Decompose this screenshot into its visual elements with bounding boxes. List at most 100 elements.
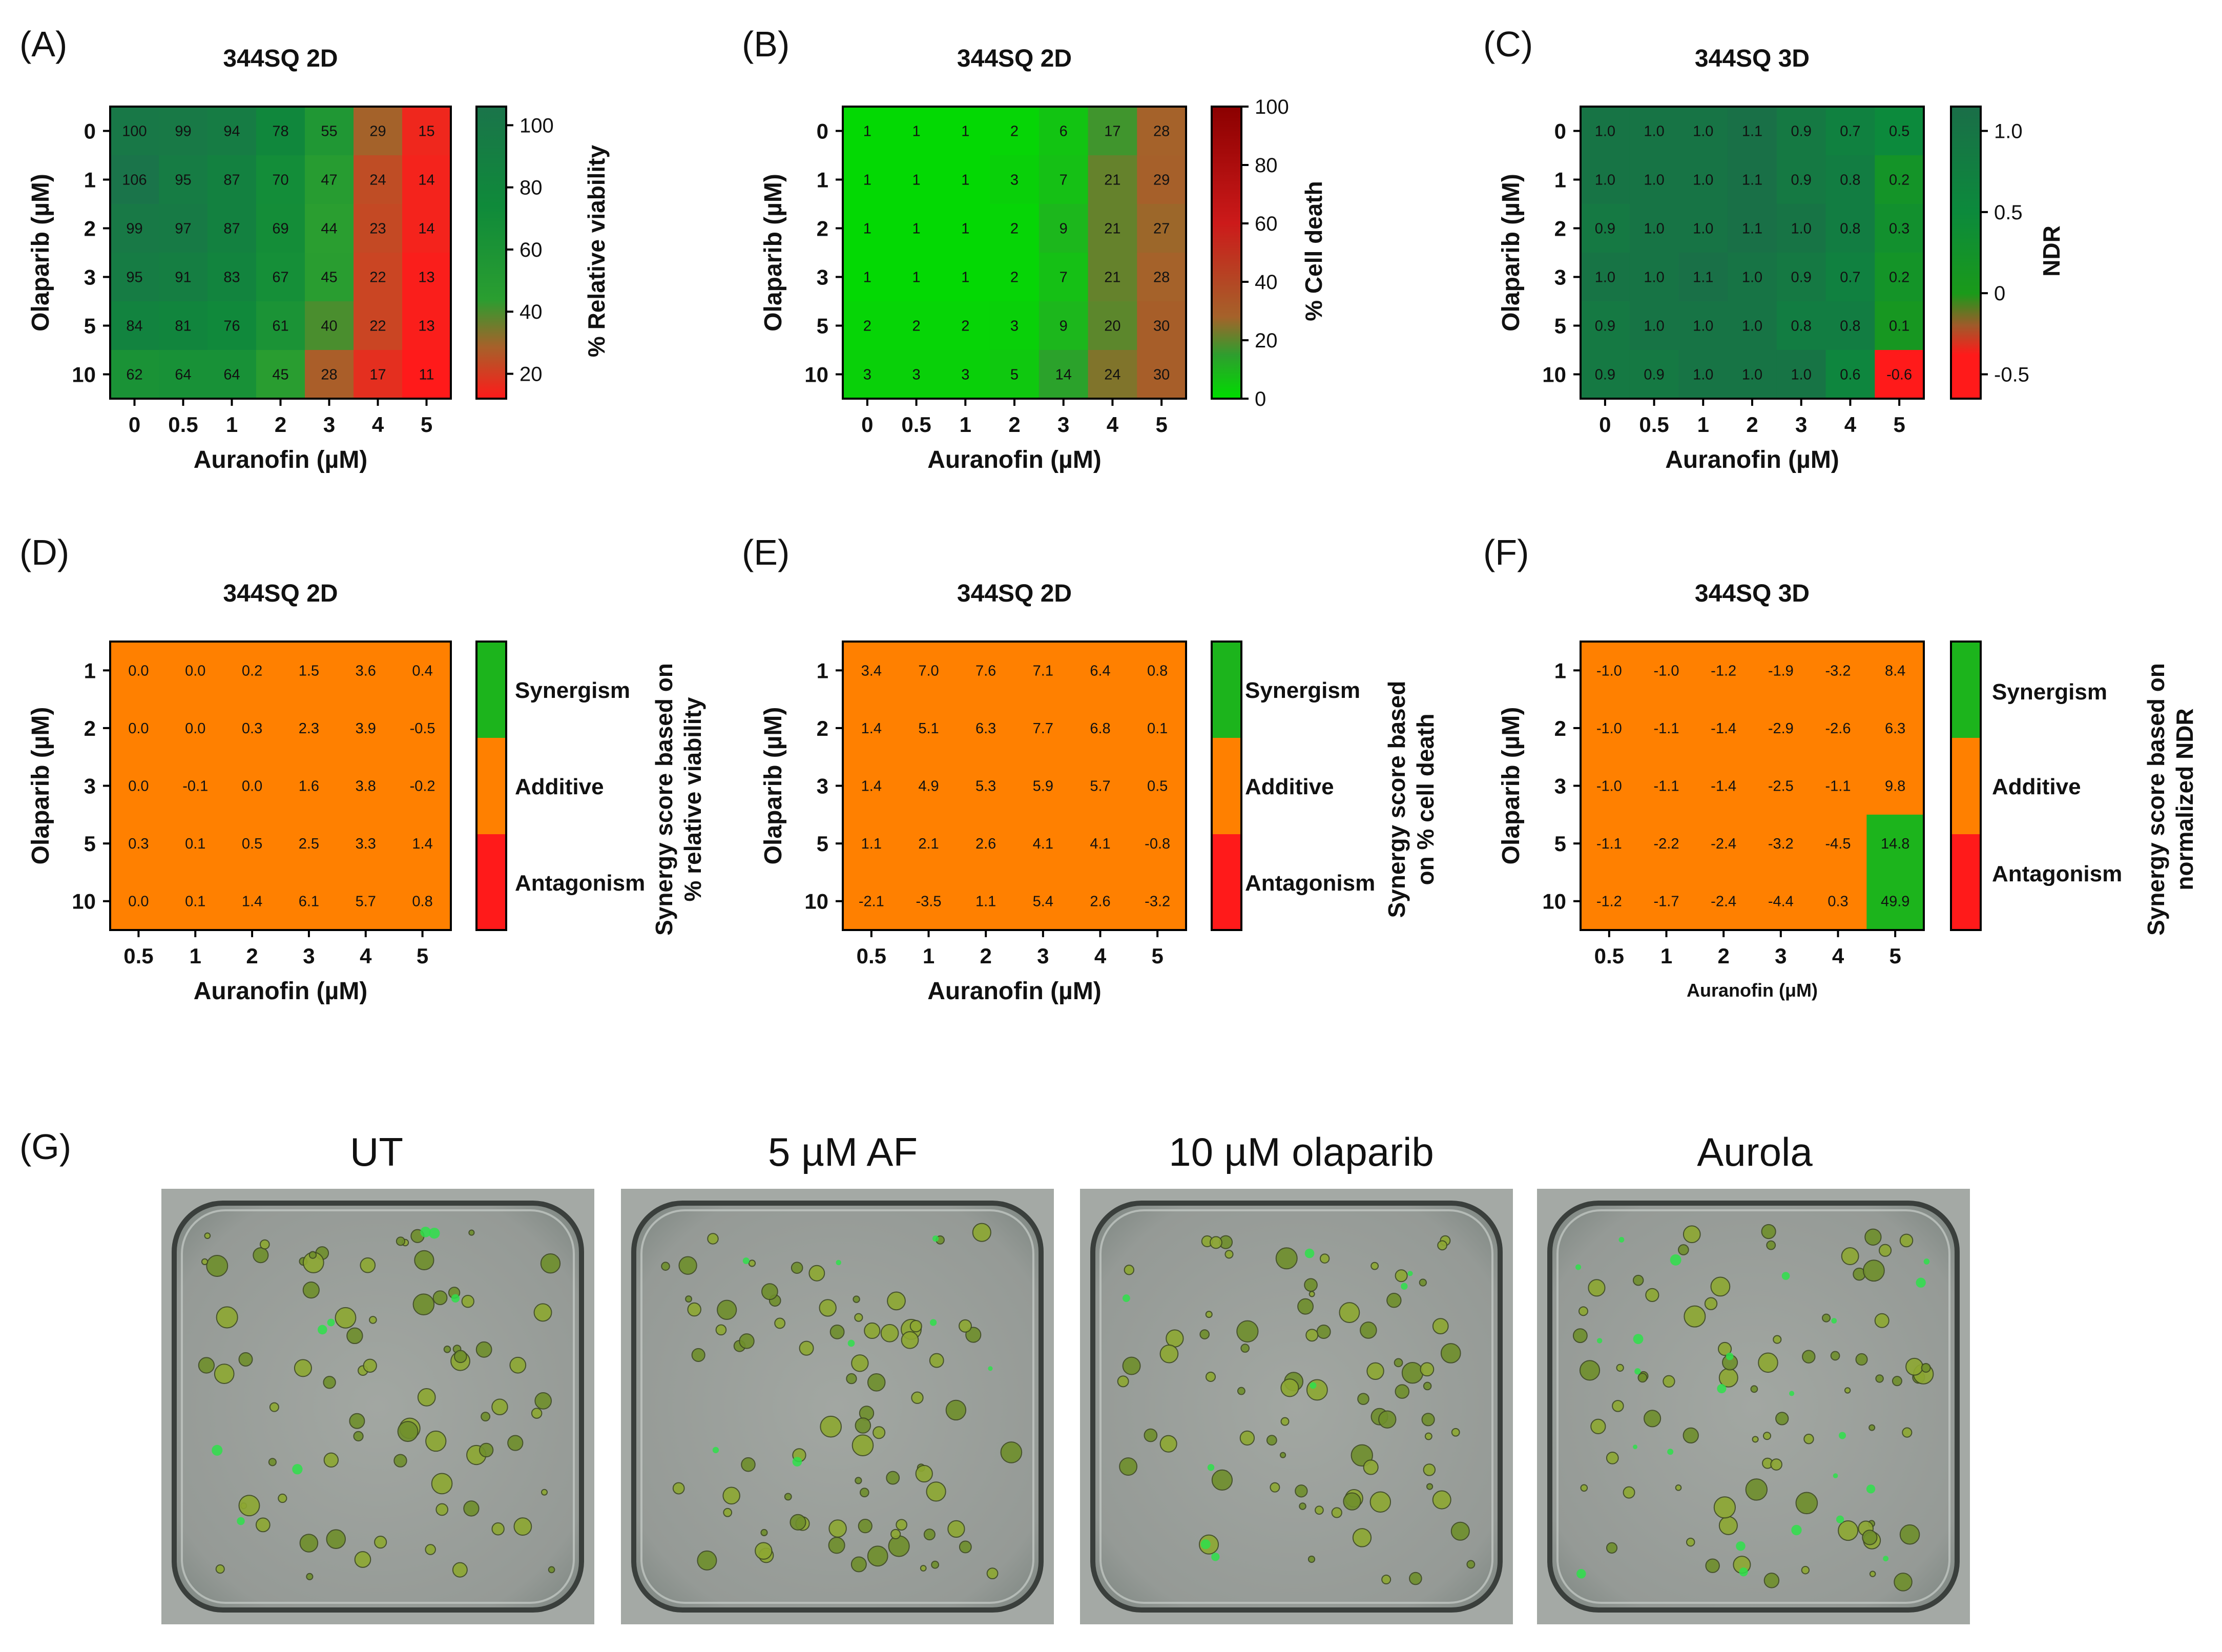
heatmap-cell <box>1809 642 1867 700</box>
spheroid <box>1773 1335 1782 1344</box>
cell-value: 21 <box>1104 221 1120 237</box>
cell-value: 0.9 <box>1791 172 1812 189</box>
colorbar-label-ndr: NDR <box>2038 225 2065 277</box>
spheroid <box>432 1290 448 1306</box>
colorbar-tick-label: 20 <box>1255 329 1278 352</box>
green-signal <box>792 1457 802 1467</box>
spheroid <box>1894 1573 1913 1592</box>
x-axis-label: Auranofin (µM) <box>1665 446 1839 473</box>
heatmap-cell <box>990 253 1040 302</box>
heatmap-cell <box>1776 253 1826 302</box>
spheroid <box>326 1529 346 1549</box>
cell-value: 61 <box>272 318 288 335</box>
x-tick-label: 4 <box>1107 412 1119 437</box>
spheroid <box>1758 1352 1778 1373</box>
spheroid <box>1579 1360 1601 1381</box>
spheroid <box>1862 1530 1878 1545</box>
cell-value: 3 <box>863 367 871 383</box>
x-tick-label: 4 <box>1094 944 1107 968</box>
x-tick-label: 2 <box>980 944 991 968</box>
spheroid <box>799 1340 814 1356</box>
cell-value: 5.4 <box>1033 894 1053 910</box>
heatmap-cell <box>990 350 1040 399</box>
green-signal <box>292 1464 303 1475</box>
x-tick-label: 4 <box>1844 412 1857 437</box>
panel-label-g: (G) <box>19 1127 71 1167</box>
spheroid <box>909 1319 922 1333</box>
cell-value: 2.6 <box>1090 894 1110 910</box>
spheroid <box>1750 1385 1758 1393</box>
cell-value: 0.0 <box>128 720 149 737</box>
heatmap-cell <box>1695 642 1753 700</box>
synergy-panel-f: -1.0 -1.0 -1.2 -1.9 -3.2 8.4 -1.0 -1.1 -1.4 -2.9 -… <box>1498 580 1925 1001</box>
cell-value: 6.3 <box>975 720 996 737</box>
cell-value: 1.0 <box>1693 123 1713 140</box>
cell-value: 14 <box>1055 367 1072 383</box>
green-signal <box>1670 1254 1681 1266</box>
cell-value: 0.5 <box>1147 778 1168 795</box>
x-tick-label: 1 <box>1660 944 1672 968</box>
x-tick-label: 5 <box>1889 944 1901 968</box>
spheroid <box>867 1373 886 1392</box>
cell-value: 5.3 <box>975 778 996 795</box>
cell-value: 47 <box>321 172 337 189</box>
cell-value: 0.5 <box>1889 123 1909 140</box>
cell-value: 95 <box>175 172 191 189</box>
spheroid <box>1424 1432 1432 1440</box>
heatmap-cell <box>1014 642 1072 700</box>
heatmap-cell <box>1866 757 1924 815</box>
cell-value: 0.8 <box>1840 318 1860 335</box>
heatmap-cell <box>1825 301 1875 350</box>
spheroid <box>678 1256 697 1275</box>
cell-value: 1.0 <box>1742 270 1762 286</box>
heatmap-cell <box>1678 155 1728 204</box>
chart-title: 344SQ 2D <box>957 580 1072 607</box>
heatmap-cell <box>159 107 208 156</box>
microscopy-wells <box>161 1189 1970 1624</box>
x-tick-label: 5 <box>1155 412 1167 437</box>
x-tick-label: 0.5 <box>123 944 153 968</box>
heatmap-cell <box>1809 872 1867 931</box>
spheroid <box>959 1540 972 1554</box>
heatmap-cell <box>1581 642 1638 700</box>
spheroid <box>790 1514 806 1531</box>
cell-value: 5 <box>1010 367 1019 383</box>
heatmap-cell <box>280 699 338 757</box>
cell-value: 27 <box>1153 221 1170 237</box>
cell-value: 4.9 <box>918 778 939 795</box>
spheroid <box>1205 1371 1216 1382</box>
green-signal <box>1883 1556 1889 1562</box>
heatmap-cell <box>1728 155 1777 204</box>
spheroid <box>855 1417 871 1434</box>
cell-value: 95 <box>126 270 142 286</box>
cell-value: 1 <box>961 270 969 286</box>
heatmap-cell <box>394 814 451 873</box>
y-tick-label: 1 <box>1554 168 1566 192</box>
y-tick-label: 5 <box>1554 314 1566 338</box>
cell-value: 15 <box>418 123 434 140</box>
x-tick-label: 5 <box>1893 412 1905 437</box>
spheroid <box>268 1458 277 1467</box>
green-signal <box>237 1517 245 1525</box>
spheroid <box>1421 1413 1435 1427</box>
spheroid <box>1275 1247 1298 1270</box>
spheroid <box>509 1356 527 1374</box>
category-additive-f: Additive <box>1992 774 2081 799</box>
heatmap-cell <box>957 642 1015 700</box>
cell-value: 44 <box>321 221 337 237</box>
x-tick-label: 0 <box>861 412 873 437</box>
heatmap-cell <box>354 301 403 350</box>
cell-value: 2.5 <box>299 836 319 852</box>
heatmap-cell <box>1825 155 1875 204</box>
cell-value: 1 <box>912 172 921 189</box>
spheroid <box>354 1551 371 1568</box>
cell-value: -3.2 <box>1145 894 1170 910</box>
spheroid <box>1357 1393 1369 1405</box>
green-signal <box>1866 1484 1876 1494</box>
spheroid <box>1316 1324 1331 1339</box>
cell-value: -1.2 <box>1596 894 1622 910</box>
cell-value: 17 <box>1104 123 1120 140</box>
cell-value: 29 <box>1153 172 1170 189</box>
heatmap-cell <box>1629 301 1679 350</box>
heatmap-cell <box>305 301 354 350</box>
